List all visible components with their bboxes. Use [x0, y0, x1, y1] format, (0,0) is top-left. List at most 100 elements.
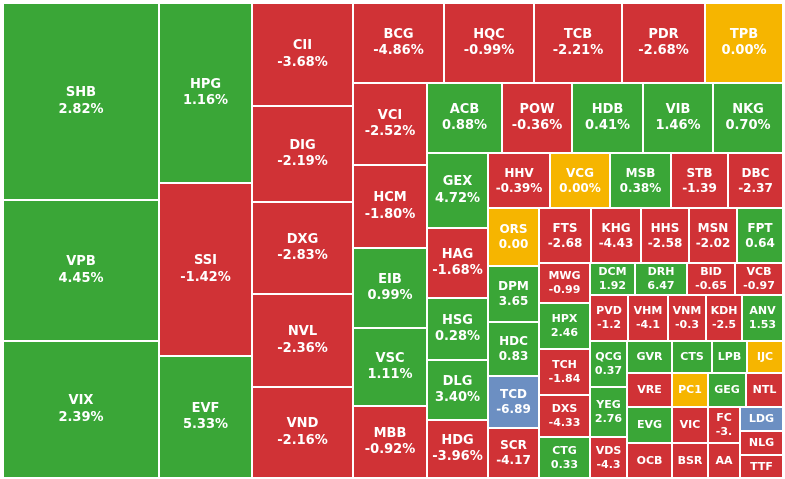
heatmap-tile-scr[interactable]: SCR -4.17	[488, 428, 539, 478]
heatmap-tile-anv[interactable]: ANV 1.53	[742, 295, 783, 341]
heatmap-tile-tch[interactable]: TCH -1.84	[539, 349, 590, 395]
heatmap-tile-pdr[interactable]: PDR -2.68%	[622, 3, 705, 83]
tile-symbol: SHB	[65, 85, 97, 101]
heatmap-tile-dbc[interactable]: DBC -2.37	[728, 153, 783, 208]
tile-change: -0.99%	[463, 43, 515, 58]
heatmap-tile-vic[interactable]: VIC	[672, 407, 708, 443]
heatmap-tile-dxs[interactable]: DXS -4.33	[539, 395, 590, 437]
heatmap-tile-hpx[interactable]: HPX 2.46	[539, 303, 590, 349]
heatmap-tile-vnm[interactable]: VNM -0.3	[668, 295, 706, 341]
heatmap-tile-dig[interactable]: DIG -2.19%	[252, 106, 353, 202]
heatmap-tile-hqc[interactable]: HQC -0.99%	[444, 3, 534, 83]
tile-symbol: MBB	[373, 425, 407, 441]
heatmap-tile-msb[interactable]: MSB 0.38%	[610, 153, 671, 208]
heatmap-tile-stb[interactable]: STB -1.39	[671, 153, 728, 208]
heatmap-tile-kdh[interactable]: KDH -2.5	[706, 295, 742, 341]
heatmap-tile-msn[interactable]: MSN -2.02	[689, 208, 737, 263]
heatmap-tile-bid[interactable]: BID -0.65	[687, 263, 735, 295]
heatmap-tile-geg[interactable]: GEG	[708, 373, 746, 407]
heatmap-tile-pow[interactable]: POW -0.36%	[502, 83, 572, 153]
heatmap-tile-fts[interactable]: FTS -2.68	[539, 208, 591, 263]
heatmap-tile-bcg[interactable]: BCG -4.86%	[353, 3, 444, 83]
heatmap-tile-dxg[interactable]: DXG -2.83%	[252, 202, 353, 294]
heatmap-tile-vre[interactable]: VRE	[627, 373, 672, 407]
heatmap-tile-evf[interactable]: EVF 5.33%	[159, 356, 252, 478]
heatmap-tile-gex[interactable]: GEX 4.72%	[427, 153, 488, 228]
tile-change: 3.65	[498, 294, 529, 308]
heatmap-tile-vds[interactable]: VDS -4.3	[590, 437, 627, 478]
heatmap-tile-ctg[interactable]: CTG 0.33	[539, 437, 590, 478]
heatmap-tile-cts[interactable]: CTS	[672, 341, 712, 373]
heatmap-tile-vib[interactable]: VIB 1.46%	[643, 83, 713, 153]
heatmap-tile-vcg[interactable]: VCG 0.00%	[550, 153, 610, 208]
heatmap-tile-fc[interactable]: FC -3.	[708, 407, 740, 443]
heatmap-tile-qcg[interactable]: QCG 0.37	[590, 341, 627, 387]
heatmap-tile-mwg[interactable]: MWG -0.99	[539, 263, 590, 303]
heatmap-tile-drh[interactable]: DRH 6.47	[635, 263, 687, 295]
heatmap-tile-hdb[interactable]: HDB 0.41%	[572, 83, 643, 153]
tile-symbol: TCH	[552, 358, 577, 372]
heatmap-tile-nvl[interactable]: NVL -2.36%	[252, 294, 353, 387]
tile-change: -3.68%	[277, 54, 328, 70]
heatmap-tile-dcm[interactable]: DCM 1.92	[590, 263, 635, 295]
heatmap-tile-pc1[interactable]: PC1	[672, 373, 708, 407]
heatmap-tile-hhs[interactable]: HHS -2.58	[641, 208, 689, 263]
heatmap-tile-ttf[interactable]: TTF	[740, 455, 783, 478]
heatmap-tile-hcm[interactable]: HCM -1.80%	[353, 165, 427, 248]
heatmap-tile-hdc[interactable]: HDC 0.83	[488, 322, 539, 376]
heatmap-tile-hhv[interactable]: HHV -0.39%	[488, 153, 550, 208]
tile-change: -1.80%	[364, 206, 416, 222]
heatmap-tile-vci[interactable]: VCI -2.52%	[353, 83, 427, 165]
heatmap-tile-mbb[interactable]: MBB -0.92%	[353, 406, 427, 478]
heatmap-tile-yeg[interactable]: YEG 2.76	[590, 387, 627, 437]
heatmap-tile-hag[interactable]: HAG -1.68%	[427, 228, 488, 298]
tile-change: -1.39	[682, 180, 717, 195]
heatmap-tile-tpb[interactable]: TPB 0.00%	[705, 3, 783, 83]
heatmap-tile-ntl[interactable]: NTL	[746, 373, 783, 407]
tile-symbol: FPT	[747, 220, 773, 235]
heatmap-tile-evg[interactable]: EVG	[627, 407, 672, 443]
heatmap-tile-eib[interactable]: EIB 0.99%	[353, 248, 427, 328]
heatmap-tile-vhm[interactable]: VHM -4.1	[628, 295, 668, 341]
heatmap-tile-ssi[interactable]: SSI -1.42%	[159, 183, 252, 356]
heatmap-tile-hdg[interactable]: HDG -3.96%	[427, 420, 488, 478]
heatmap-tile-cii[interactable]: CII -3.68%	[252, 3, 353, 106]
tile-symbol: HCM	[373, 190, 407, 206]
heatmap-tile-nlg[interactable]: NLG	[740, 431, 783, 455]
heatmap-tile-dpm[interactable]: DPM 3.65	[488, 266, 539, 322]
heatmap-tile-ijc[interactable]: IJC	[747, 341, 783, 373]
heatmap-tile-khg[interactable]: KHG -4.43	[591, 208, 641, 263]
tile-symbol: DRH	[647, 265, 675, 279]
tile-symbol: PVD	[596, 304, 622, 318]
heatmap-tile-vsc[interactable]: VSC 1.11%	[353, 328, 427, 406]
heatmap-tile-bsr[interactable]: BSR	[672, 443, 708, 478]
heatmap-tile-gvr[interactable]: GVR	[627, 341, 672, 373]
heatmap-tile-ocb[interactable]: OCB	[627, 443, 672, 478]
heatmap-tile-aa[interactable]: AA	[708, 443, 740, 478]
heatmap-tile-tcd[interactable]: TCD -6.89	[488, 376, 539, 428]
heatmap-tile-fpt[interactable]: FPT 0.64	[737, 208, 783, 263]
heatmap-tile-shb[interactable]: SHB 2.82%	[3, 3, 159, 200]
tile-change: -0.3	[674, 318, 700, 331]
tile-symbol: EVF	[191, 400, 220, 416]
heatmap-tile-ors[interactable]: ORS 0.00	[488, 208, 539, 266]
tile-symbol: HQC	[473, 26, 505, 42]
tile-symbol: MWG	[548, 269, 581, 283]
tile-symbol: LDG	[748, 412, 775, 426]
heatmap-tile-vpb[interactable]: VPB 4.45%	[3, 200, 159, 341]
tile-change: -2.16%	[277, 432, 328, 448]
heatmap-tile-vnd[interactable]: VND -2.16%	[252, 387, 353, 478]
heatmap-tile-ldg[interactable]: LDG	[740, 407, 783, 431]
heatmap-tile-pvd[interactable]: PVD -1.2	[590, 295, 628, 341]
heatmap-tile-vcb[interactable]: VCB -0.97	[735, 263, 783, 295]
heatmap-tile-nkg[interactable]: NKG 0.70%	[713, 83, 783, 153]
heatmap-tile-tcb[interactable]: TCB -2.21%	[534, 3, 622, 83]
heatmap-tile-dlg[interactable]: DLG 3.40%	[427, 360, 488, 420]
tile-change: 2.46	[550, 326, 579, 339]
heatmap-tile-hsg[interactable]: HSG 0.28%	[427, 298, 488, 360]
heatmap-tile-lpb[interactable]: LPB	[712, 341, 747, 373]
heatmap-tile-acb[interactable]: ACB 0.88%	[427, 83, 502, 153]
tile-change: 0.33	[550, 457, 579, 471]
heatmap-tile-hpg[interactable]: HPG 1.16%	[159, 3, 252, 183]
heatmap-tile-vix[interactable]: VIX 2.39%	[3, 341, 159, 478]
